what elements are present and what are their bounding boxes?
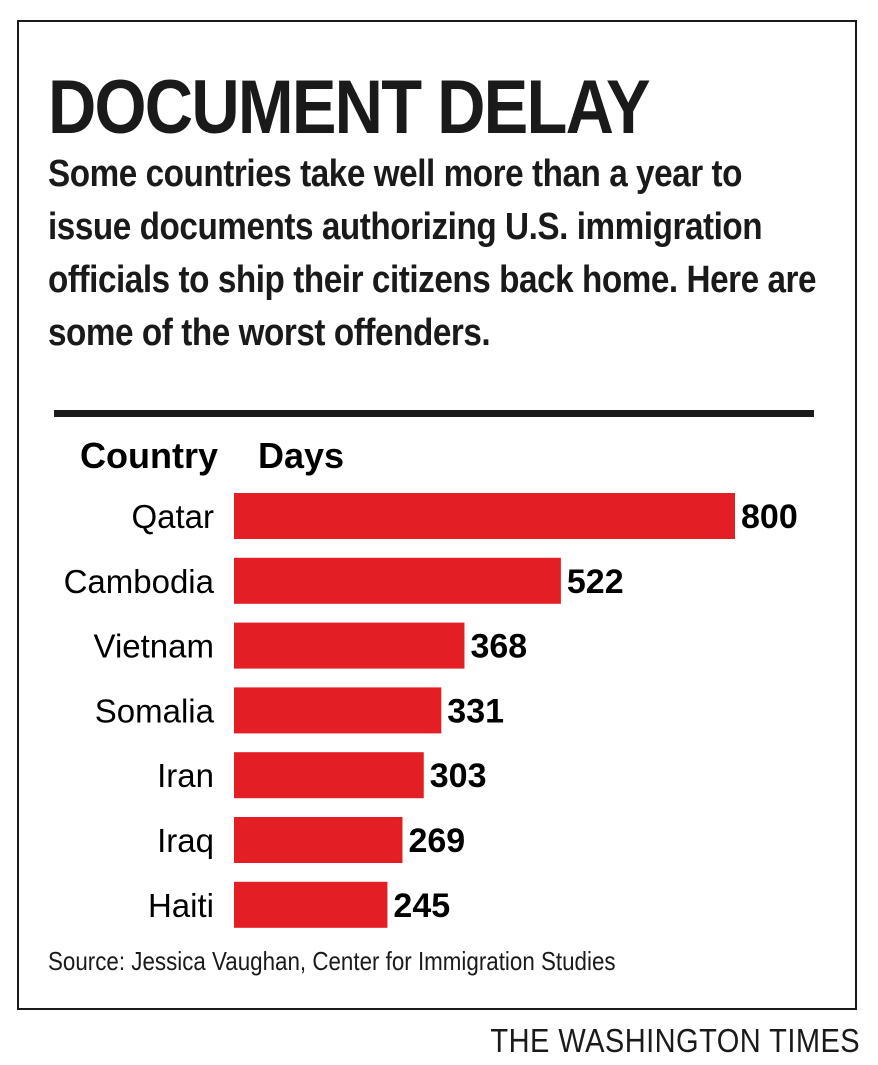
chart-title: DOCUMENT DELAY [48,65,651,150]
bar-somalia [234,687,442,734]
publisher-credit: THE WASHINGTON TIMES [490,1022,860,1059]
value-label: 303 [430,757,487,795]
value-label: 245 [393,887,450,925]
category-label: Iran [157,757,214,794]
value-label: 368 [470,628,527,666]
category-label: Qatar [131,498,214,535]
country-header: Country [80,435,218,476]
chart-frame [17,20,857,1010]
category-label: Cambodia [64,563,215,600]
days-header: Days [258,435,344,476]
bar-haiti [234,881,388,928]
value-label: 269 [408,822,465,860]
value-label: 331 [447,692,504,730]
value-label: 522 [567,563,624,601]
category-label: Iraq [157,822,214,859]
bar-qatar [234,493,735,539]
bar-cambodia [234,557,561,604]
divider-rule [54,410,814,417]
category-label: Haiti [148,887,214,924]
bars-group: Qatar 800 Cambodia 522 Vietnam 368 Somalia 331 I… [64,493,798,928]
category-label: Vietnam [94,628,214,665]
source-note: Source: Jessica Vaughan, Center for Immi… [48,946,616,976]
bar-vietnam [234,622,465,669]
bar-iraq [234,817,403,863]
bar-iran [234,752,424,799]
value-label: 800 [741,498,798,536]
chart-subtitle: Some countries take well more than a yea… [48,153,817,354]
category-label: Somalia [95,692,215,729]
